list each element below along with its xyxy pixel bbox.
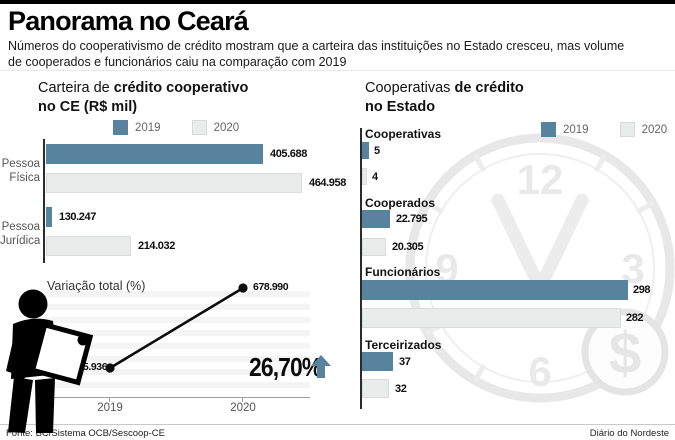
page-title: Panorama no Ceará bbox=[8, 6, 249, 36]
bar-cooperativas-2020 bbox=[362, 168, 367, 185]
right-chart-title: Cooperativas de crédito no Estado bbox=[365, 79, 524, 117]
right-chart-axis bbox=[360, 128, 362, 409]
value-2020-total: 678.990 bbox=[253, 281, 289, 293]
category-label-line1: Pessoa bbox=[1, 158, 40, 170]
legend-2020-label: 2020 bbox=[641, 123, 668, 136]
right-chart-title-line2: no Estado bbox=[365, 99, 436, 116]
group-label-funcionarios: Funcionários bbox=[365, 265, 441, 279]
publisher-credit: Diário do Nordeste bbox=[589, 428, 669, 439]
variation-x-axis bbox=[50, 397, 310, 398]
bar-terceirizados-2019 bbox=[362, 352, 393, 371]
right-chart-title-pre: Cooperativas bbox=[365, 80, 455, 96]
x-label-2020: 2020 bbox=[230, 402, 256, 414]
person-with-clipboard-icon bbox=[6, 289, 94, 433]
clock-money-watermark-icon: 12 3 6 9 $ bbox=[405, 133, 675, 403]
variation-title: Variação total (%) bbox=[47, 279, 146, 293]
bar-pj-2019 bbox=[46, 207, 52, 227]
group-label-cooperados: Cooperados bbox=[365, 196, 436, 210]
legend-2019-label: 2019 bbox=[563, 123, 589, 136]
value-cooperativas-2020: 4 bbox=[372, 171, 378, 183]
category-label-pessoa-juridica: Pessoa Jurídica bbox=[0, 221, 40, 248]
trend-line bbox=[109, 286, 244, 370]
top-accent-bar bbox=[0, 0, 675, 4]
legend-2020-label: 2020 bbox=[213, 121, 240, 134]
legend-2019-swatch bbox=[113, 120, 128, 135]
bar-funcionarios-2020 bbox=[362, 308, 621, 328]
bar-terceirizados-2020 bbox=[362, 379, 389, 398]
x-tick-2019 bbox=[109, 397, 110, 402]
bar-cooperados-2020 bbox=[362, 238, 386, 256]
right-chart-title-bold: de crédito bbox=[454, 80, 524, 96]
legend-2020-swatch bbox=[191, 120, 207, 135]
x-tick-2020 bbox=[242, 397, 243, 402]
category-label-pessoa-fisica: Pessoa Física bbox=[0, 158, 40, 185]
left-chart-title-pre: Carteira de bbox=[38, 80, 114, 96]
bar-pf-2019 bbox=[46, 144, 263, 164]
value-pj-2019: 130.247 bbox=[59, 211, 96, 223]
bar-pj-2020 bbox=[46, 236, 131, 256]
legend-2020-swatch bbox=[619, 122, 635, 137]
bar-funcionarios-2019 bbox=[362, 280, 628, 300]
value-cooperados-2020: 20.305 bbox=[392, 241, 424, 253]
bar-cooperativas-2019 bbox=[362, 142, 369, 159]
legend-2019-swatch bbox=[541, 122, 556, 137]
value-funcionarios-2020: 282 bbox=[626, 312, 644, 324]
variation-line-chart bbox=[105, 283, 248, 373]
bar-cooperados-2019 bbox=[362, 210, 390, 228]
category-label-line2: Física bbox=[9, 171, 40, 184]
category-label-line2: Jurídica bbox=[0, 234, 41, 247]
source-credit: Fonte: BC/Sistema OCB/Sescoop-CE bbox=[6, 428, 165, 439]
header-divider bbox=[0, 70, 675, 71]
point-2019 bbox=[105, 363, 115, 373]
value-pf-2019: 405.688 bbox=[270, 148, 307, 160]
point-2020 bbox=[238, 283, 248, 293]
legend-2019-label: 2019 bbox=[135, 121, 161, 134]
category-label-line1: Pessoa bbox=[1, 221, 40, 233]
left-chart-title: Carteira de crédito cooperativo no CE (R… bbox=[38, 79, 248, 117]
group-label-cooperativas: Cooperativas bbox=[365, 127, 442, 141]
value-pf-2020: 464.958 bbox=[309, 177, 346, 189]
value-pj-2020: 214.032 bbox=[138, 240, 175, 252]
x-label-2019: 2019 bbox=[97, 402, 123, 414]
dollar-sign: $ bbox=[609, 321, 641, 386]
variation-percentage: 26,70% bbox=[249, 352, 322, 382]
clock-6: 6 bbox=[528, 348, 551, 395]
arrow-up-icon bbox=[311, 355, 331, 378]
bar-pf-2020 bbox=[46, 173, 302, 193]
value-cooperados-2019: 22.795 bbox=[396, 213, 428, 225]
left-chart-title-bold: crédito cooperativo bbox=[113, 80, 249, 96]
value-cooperativas-2019: 5 bbox=[374, 145, 380, 157]
left-chart-legend: 2019 2020 bbox=[113, 120, 239, 135]
value-terceirizados-2019: 37 bbox=[399, 356, 411, 368]
left-chart-axis bbox=[43, 139, 45, 263]
footer-divider bbox=[0, 424, 675, 425]
right-chart-legend: 2019 2020 bbox=[541, 122, 667, 137]
value-terceirizados-2020: 32 bbox=[395, 383, 407, 395]
clock-12: 12 bbox=[517, 156, 564, 203]
page-subtitle: Números do cooperativismo de crédito mos… bbox=[8, 39, 625, 70]
left-chart-title-line2: no CE (R$ mil) bbox=[38, 99, 138, 116]
group-label-terceirizados: Terceirizados bbox=[365, 338, 442, 352]
value-funcionarios-2019: 298 bbox=[633, 284, 651, 296]
